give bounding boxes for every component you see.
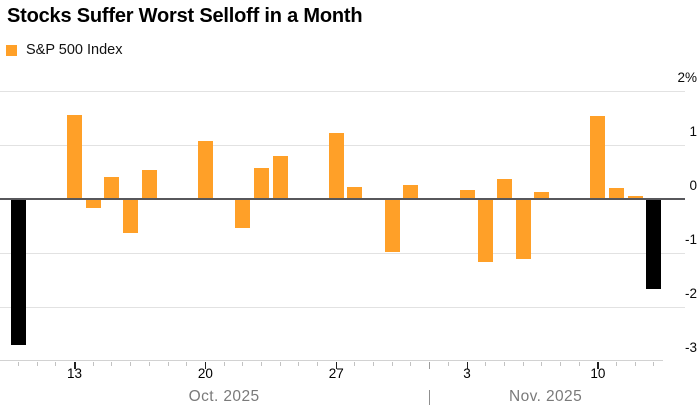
page-title: Stocks Suffer Worst Selloff in a Month [7, 5, 363, 27]
chart-bar-oct-13 [67, 114, 83, 199]
zero-baseline [0, 198, 685, 200]
x-axis-minor-tick [36, 361, 38, 366]
x-axis-minor-tick [167, 361, 169, 366]
chart-bar-nov-7 [534, 191, 550, 199]
x-axis-major-tick [204, 361, 207, 369]
x-axis-minor-tick [55, 361, 57, 366]
chart-bar-oct-22 [235, 199, 251, 228]
chart-bar-nov-11 [609, 187, 625, 199]
chart-bar-oct-31 [403, 184, 419, 199]
month-boundary-tick [429, 361, 431, 369]
x-axis-minor-tick [616, 361, 618, 366]
x-axis-minor-tick [541, 361, 543, 366]
x-axis-minor-tick [503, 361, 505, 366]
y-axis-label: 1 [689, 124, 697, 139]
x-axis-minor-tick [279, 361, 281, 366]
x-axis-minor-tick [560, 361, 561, 366]
x-axis-label: 10 [590, 366, 606, 381]
gridline [0, 90, 685, 92]
x-axis-minor-tick [634, 361, 636, 366]
chart-bar-nov-3 [459, 189, 475, 199]
legend-swatch-icon [6, 44, 17, 56]
chart-bar-nov-10 [590, 115, 606, 199]
chart-bar-nov-12 [627, 195, 643, 199]
x-axis-minor-tick [223, 361, 225, 366]
y-axis-label: -1 [684, 232, 697, 247]
chart-bar-oct-23 [253, 167, 269, 199]
x-axis-minor-tick [485, 361, 487, 366]
gridline [0, 252, 685, 254]
x-axis-label: 3 [463, 366, 471, 381]
chart-bar-oct-10 [11, 199, 26, 346]
x-axis-minor-tick [522, 361, 524, 366]
y-axis-label: -2 [684, 286, 697, 301]
x-axis-label: 13 [67, 366, 83, 381]
chart-bar-nov-5 [496, 179, 512, 199]
chart-bar-oct-16 [123, 199, 139, 234]
x-axis-minor-tick [186, 361, 188, 366]
chart-bar-oct-27 [328, 132, 344, 199]
x-axis-minor-tick [653, 361, 655, 366]
x-axis-line [0, 360, 663, 361]
chart-bar-oct-30 [384, 199, 400, 253]
x-axis-label: 27 [328, 366, 344, 381]
x-axis-major-tick [466, 361, 469, 369]
x-axis-minor-tick [130, 361, 132, 366]
chart-bar-oct-17 [141, 170, 157, 199]
chart-bar-oct-15 [104, 177, 120, 199]
y-axis-label: 0 [689, 178, 697, 193]
x-axis-minor-tick [148, 361, 150, 366]
x-axis-minor-tick [410, 361, 412, 366]
legend: S&P 500 Index [6, 42, 122, 58]
gridline [0, 306, 685, 308]
chart-bar-nov-4 [478, 199, 494, 263]
chart-bar-nov-6 [515, 199, 531, 260]
x-axis-minor-tick [373, 361, 375, 366]
x-axis-major-tick [335, 361, 338, 369]
x-axis-minor-tick [578, 361, 580, 366]
x-axis-minor-tick [317, 361, 319, 366]
chart-bar-oct-14 [85, 199, 101, 208]
chart-bar-oct-20 [197, 141, 213, 199]
y-axis-label: 2% [677, 70, 697, 85]
x-axis-minor-tick [354, 361, 356, 366]
x-axis-minor-tick [242, 361, 244, 366]
month-label: Oct. 2025 [188, 388, 260, 405]
y-axis-label: -3 [684, 340, 697, 355]
x-axis-minor-tick [111, 361, 113, 366]
x-axis-minor-tick [298, 361, 300, 366]
month-separator [428, 390, 431, 405]
legend-label: S&P 500 Index [26, 42, 123, 58]
month-label: Nov. 2025 [508, 388, 583, 405]
x-axis-minor-tick [92, 361, 94, 366]
x-axis-major-tick [74, 361, 76, 369]
x-axis-minor-tick [260, 361, 262, 366]
x-axis-minor-tick [18, 361, 19, 366]
chart-bar-nov-13 [646, 199, 662, 289]
chart-bar-oct-24 [272, 156, 288, 199]
x-axis-minor-tick [391, 361, 393, 366]
chart-bar-oct-28 [347, 186, 363, 199]
x-axis-major-tick [597, 361, 599, 369]
x-axis-minor-tick [447, 361, 449, 366]
x-axis-label: 20 [197, 366, 213, 381]
